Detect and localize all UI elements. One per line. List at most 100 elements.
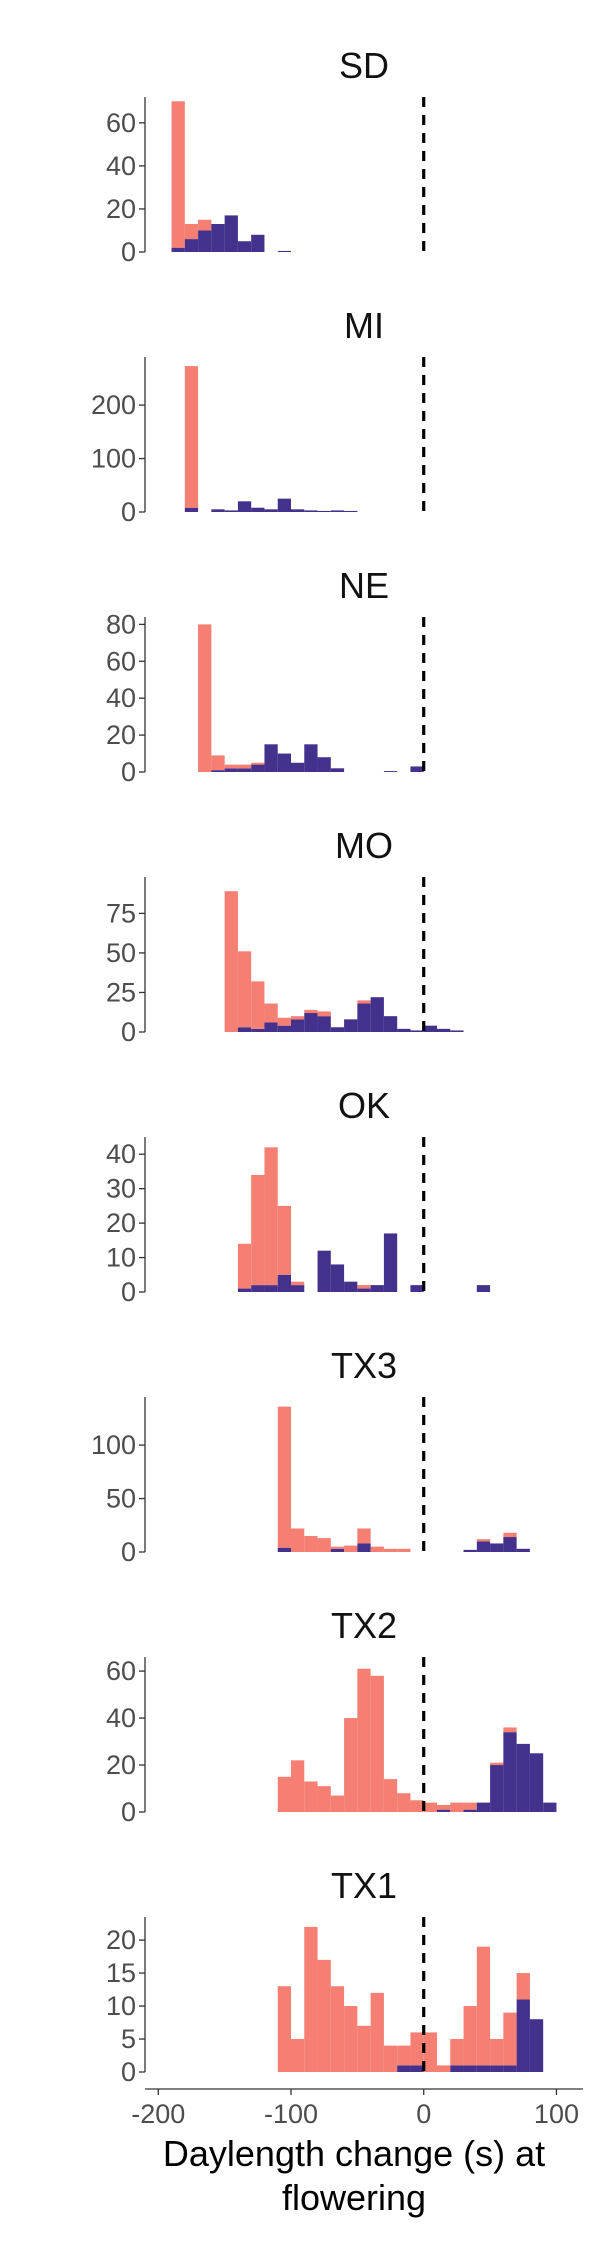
histogram-bar — [344, 1545, 358, 1552]
histogram-bar — [516, 1548, 530, 1552]
histogram-bar — [529, 1753, 544, 1812]
histogram-bar — [370, 997, 384, 1032]
y-tick-label: 50 — [106, 938, 136, 968]
histogram-bar — [291, 1281, 305, 1286]
histogram-bar — [277, 1986, 291, 2072]
histogram-bar — [450, 2065, 464, 2072]
histogram-bar — [410, 766, 424, 772]
histogram-bar — [330, 1986, 345, 2072]
histogram-bar — [476, 1541, 491, 1552]
histogram-bar — [317, 1538, 331, 1552]
histogram-bar — [437, 1804, 451, 1810]
histogram-bar — [224, 215, 238, 252]
histogram-bar — [357, 1668, 371, 1812]
y-tick-label: 100 — [91, 444, 136, 474]
histogram-bar — [370, 1675, 384, 1812]
histogram-bar — [410, 1285, 424, 1292]
histogram-bar — [291, 1019, 305, 1032]
x-axis-title-line1: Daylength change (s) at — [162, 2133, 546, 2174]
histogram-bar — [291, 762, 305, 772]
panel-title: MO — [335, 825, 393, 866]
histogram-bar — [463, 2006, 477, 2066]
histogram-bar — [357, 1003, 371, 1032]
histogram-bar — [317, 1250, 331, 1292]
histogram-bar — [344, 510, 358, 512]
histogram-bar — [277, 1547, 291, 1552]
histogram-bar — [344, 1019, 358, 1032]
histogram-bar — [410, 1800, 424, 1812]
panel-title: TX2 — [331, 1605, 397, 1646]
histogram-bar — [291, 1760, 305, 1812]
y-tick-label: 75 — [106, 898, 136, 928]
histogram-bar — [264, 1285, 278, 1292]
histogram-bar — [184, 239, 199, 252]
y-tick-label: 10 — [106, 1991, 136, 2021]
histogram-bar — [529, 2019, 544, 2072]
histogram-bar — [476, 2065, 491, 2072]
histogram-bar — [198, 230, 212, 252]
histogram-bar — [264, 1147, 278, 1286]
histogram-bar — [383, 1779, 398, 1812]
histogram-bar — [330, 768, 345, 772]
panel-title: TX1 — [331, 1865, 397, 1906]
histogram-bar — [383, 1548, 398, 1552]
y-tick-label: 0 — [121, 1797, 136, 1827]
histogram-bar — [344, 2006, 358, 2072]
histogram-bar — [317, 1786, 331, 1812]
histogram-bar — [397, 1028, 411, 1032]
histogram-bar — [344, 1281, 358, 1292]
histogram-bar — [476, 1946, 491, 2066]
histogram-bar — [357, 1000, 371, 1004]
panel-title: OK — [338, 1085, 390, 1126]
histogram-bar — [357, 1285, 371, 1289]
y-tick-label: 40 — [106, 1139, 136, 1169]
panel-ne: NE 0 20 40 60 80 — [106, 565, 426, 787]
histogram-bar — [171, 101, 185, 248]
histogram-bar — [516, 1973, 530, 2000]
histogram-bar — [490, 1765, 504, 1812]
histogram-bar — [330, 1548, 345, 1552]
y-tick-label: 80 — [106, 609, 136, 639]
histogram-bar — [237, 1027, 252, 1032]
histogram-bar — [330, 1795, 345, 1812]
histogram-bar — [251, 762, 265, 765]
panel-title: SD — [339, 45, 389, 86]
histogram-bar — [330, 1546, 345, 1549]
histogram-bar — [264, 1003, 278, 1023]
histogram-bar — [330, 510, 345, 512]
histogram-bar — [198, 219, 212, 231]
histogram-bar — [211, 755, 225, 771]
histogram-bar — [397, 2045, 411, 2066]
histogram-bar — [237, 1288, 252, 1292]
histogram-bar — [224, 764, 238, 769]
histogram-bar — [237, 241, 252, 252]
histogram-bar — [344, 1718, 358, 1812]
histogram-bar — [277, 1025, 291, 1032]
histogram-bar — [224, 891, 238, 1032]
y-tick-label: 60 — [106, 1656, 136, 1686]
panel-tx3: TX3 0 50 100 — [91, 1345, 530, 1567]
panel-sd: SD 0 20 40 60 — [106, 45, 426, 267]
histogram-bar — [184, 507, 199, 512]
histogram-bar — [357, 1288, 371, 1292]
histogram-bar — [503, 2012, 517, 2066]
histogram-bar — [450, 2039, 464, 2066]
y-tick-label: 30 — [106, 1174, 136, 1204]
x-tick-label: 0 — [416, 2099, 431, 2129]
histogram-bar — [410, 2065, 424, 2072]
histogram-bar — [237, 764, 252, 769]
histogram-bar — [277, 498, 291, 512]
histogram-bar — [503, 1532, 517, 1538]
histogram-bar — [383, 1016, 398, 1032]
histogram-bar — [304, 1926, 318, 2072]
histogram-bar — [423, 1802, 437, 1812]
x-axis: -200 -100 0 100 — [131, 2088, 583, 2129]
histogram-bar — [397, 2065, 411, 2072]
histogram-bar — [516, 1999, 530, 2072]
histogram-bar — [463, 1802, 477, 1810]
panel-ok: OK 0 10 20 30 40 — [106, 1085, 491, 1307]
y-tick-label: 60 — [106, 646, 136, 676]
histogram-bar — [277, 1274, 291, 1292]
y-tick-label: 20 — [106, 1750, 136, 1780]
